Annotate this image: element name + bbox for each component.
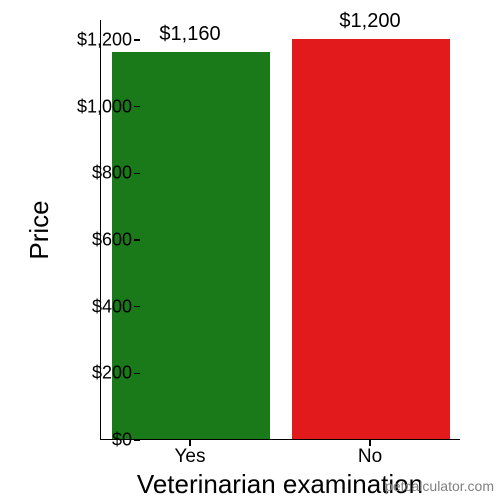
y-tick-label: $1,000 [77,96,132,117]
y-axis-label: Price [24,200,55,259]
y-tick-mark [134,239,140,241]
y-tick-label: $400 [92,296,132,317]
watermark: petcalculator.com [385,478,494,494]
y-tick-mark [134,39,140,41]
bar-value-label: $1,160 [159,23,220,46]
x-tick-label: Yes [175,446,206,468]
y-tick-label: $0 [112,430,132,451]
x-tick-mark [369,440,371,446]
y-tick-mark [134,373,140,375]
y-tick-label: $800 [92,163,132,184]
y-tick-mark [134,439,140,441]
y-tick-label: $1,200 [77,30,132,51]
x-tick-mark [189,440,191,446]
bar-no [292,39,450,439]
x-axis-label: Veterinarian examination [137,469,423,500]
y-tick-mark [134,306,140,308]
x-tick-label: No [358,446,382,468]
y-tick-label: $200 [92,363,132,384]
bar-value-label: $1,200 [339,10,400,33]
bar-yes [112,52,270,439]
y-tick-mark [134,106,140,108]
y-tick-label: $600 [92,230,132,251]
plot-area [100,20,460,440]
chart-container [100,20,460,440]
y-tick-mark [134,173,140,175]
